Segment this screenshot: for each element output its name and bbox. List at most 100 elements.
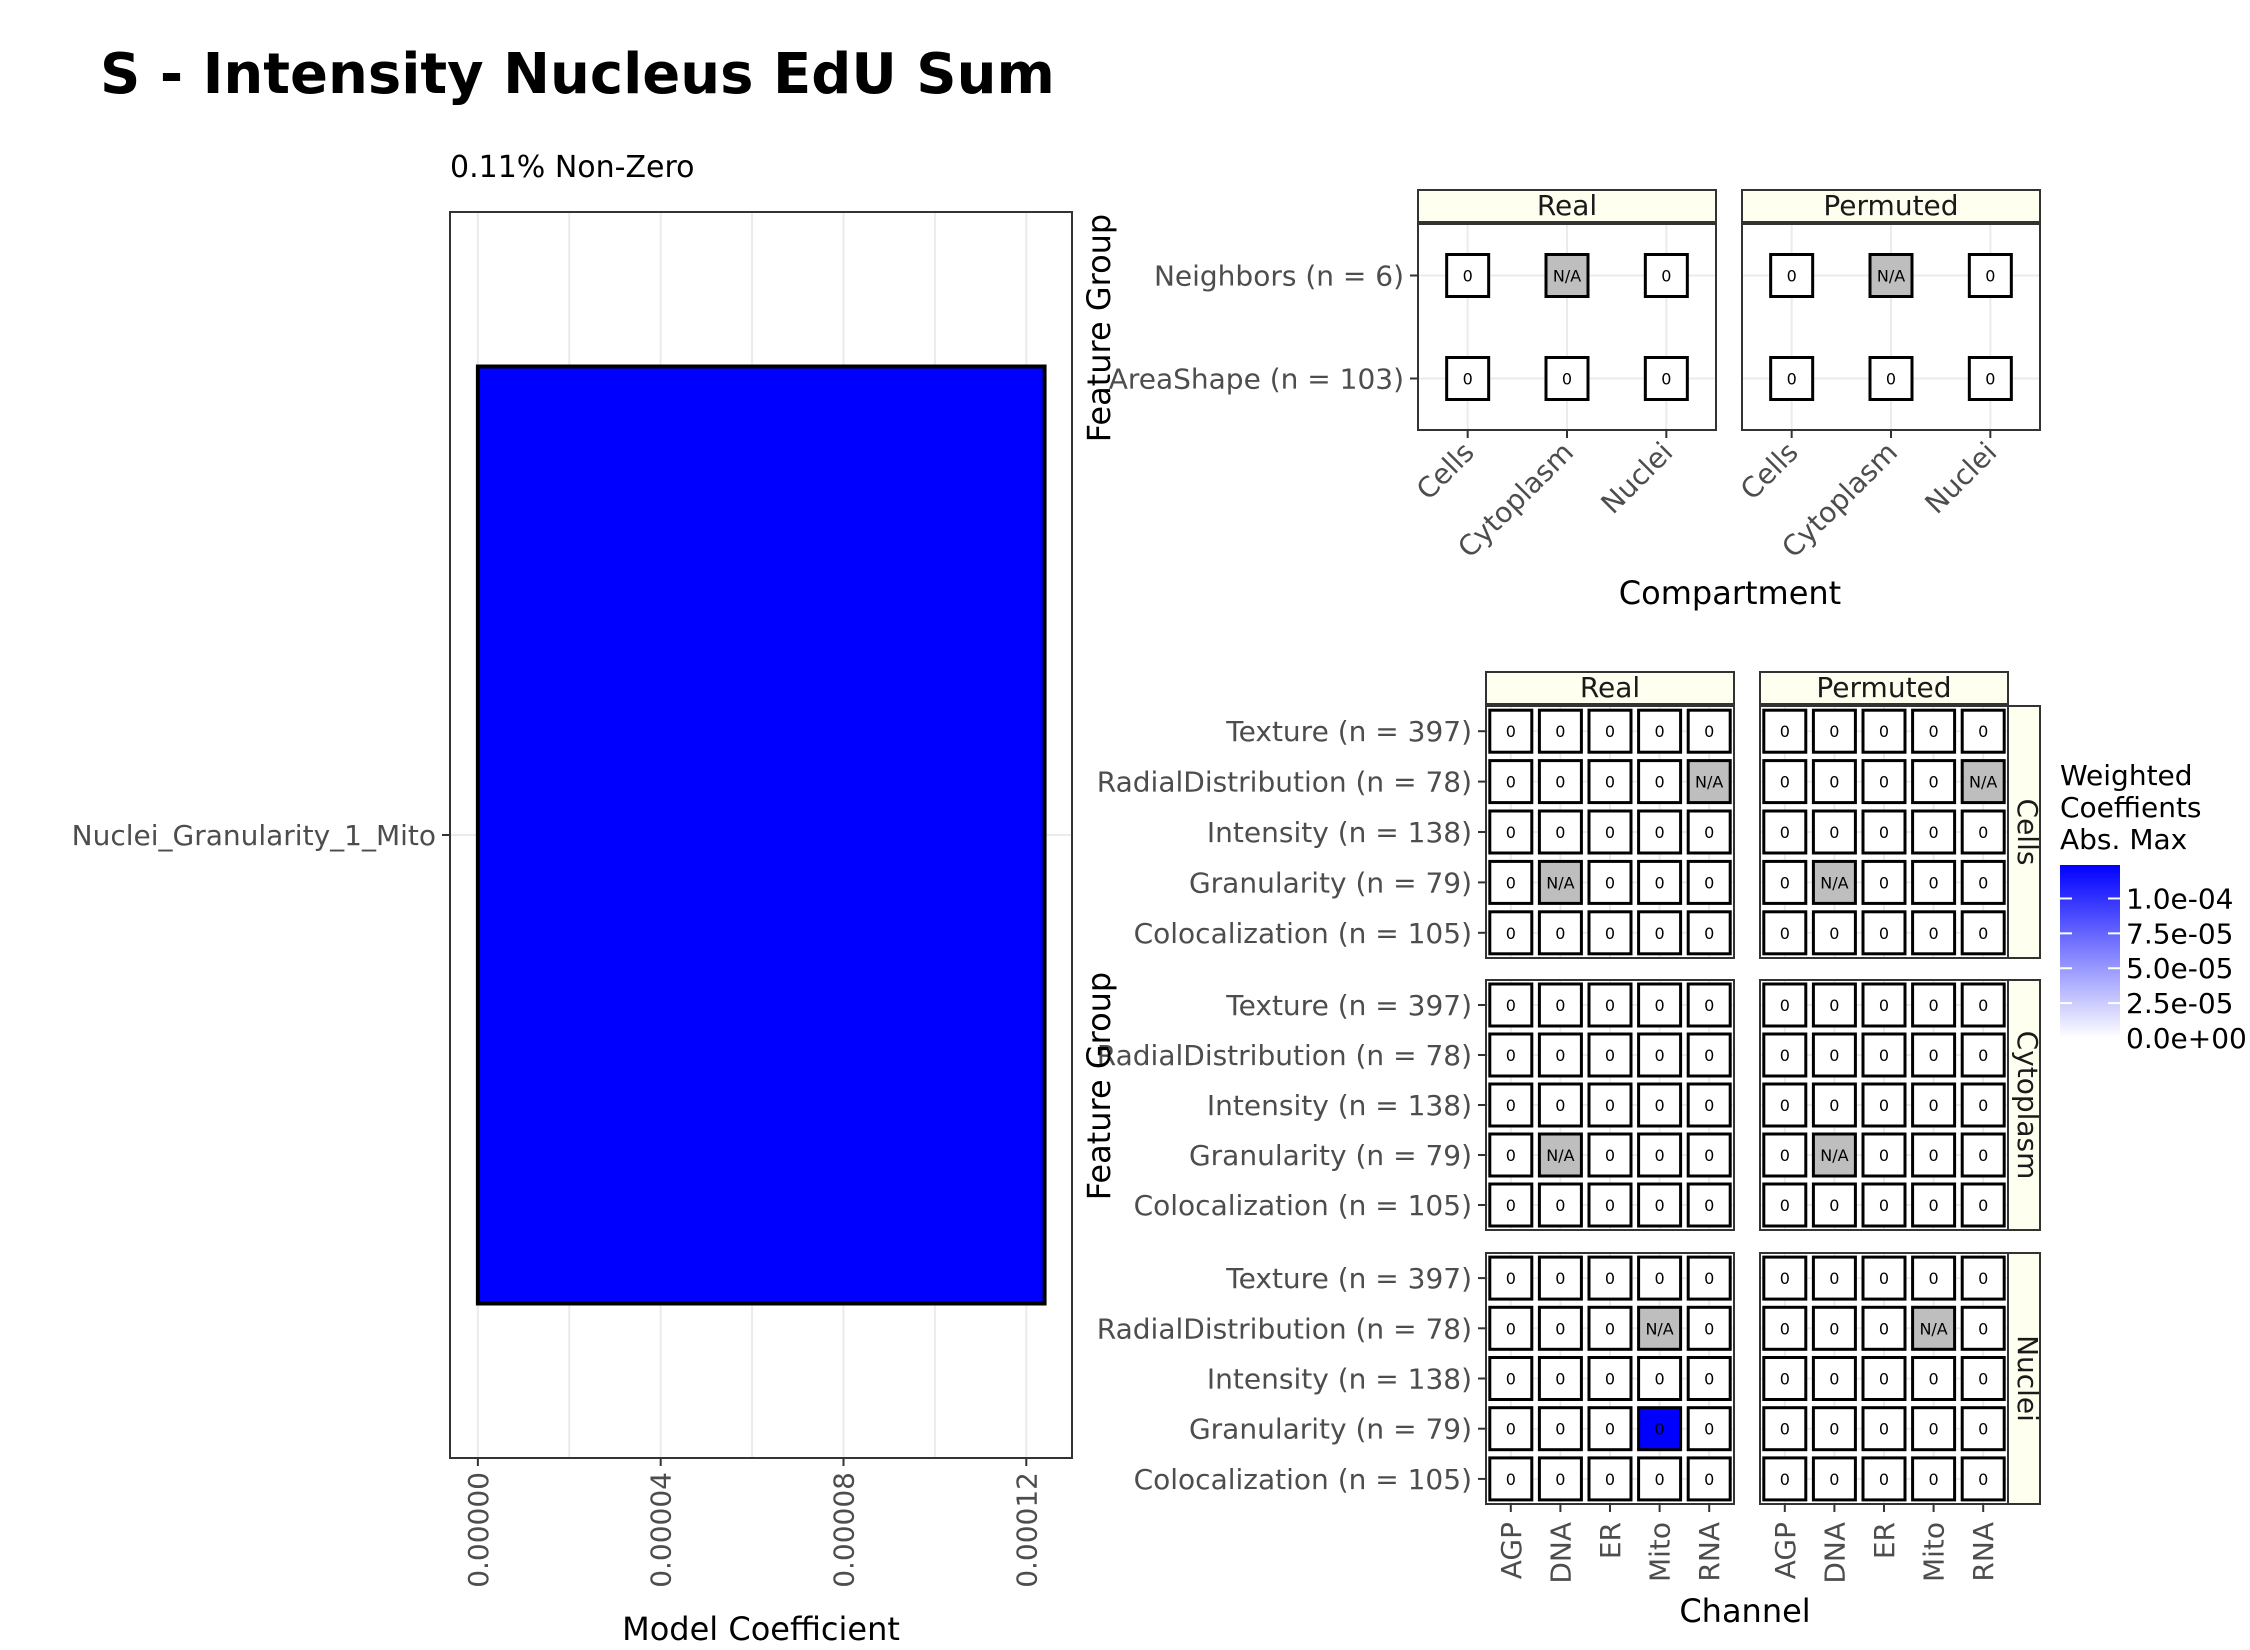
heatmap-tile [1960,1082,2006,1128]
heatmap-tile [1537,982,1583,1028]
tile-label: 0 [1829,1420,1839,1439]
heatmap-tile [1686,1032,1732,1078]
heatmap-tile [1911,809,1957,855]
tile-label: 0 [1829,1196,1839,1215]
tile-label: 0 [1704,1420,1714,1439]
legend-title-line: Abs. Max [2060,823,2187,856]
tile-label: 0 [1879,1146,1889,1165]
tile-label: 0 [1506,1096,1516,1115]
tile-label: 0 [1704,1196,1714,1215]
heatmap-tile [1537,708,1583,754]
heatmap-tile [1637,1255,1683,1301]
tile-label: 0 [1829,1269,1839,1288]
heatmap-tile [1686,708,1732,754]
facet-strip [1741,189,2041,223]
tile-label: 0 [1780,1146,1790,1165]
heatmap-tile [1488,910,1534,956]
heatmap-tile [1488,1456,1534,1502]
x-tick-label: DNA [1818,1522,1851,1584]
heatmap-tile [1445,356,1491,401]
tile-label: 0 [1605,1196,1615,1215]
heatmap-tile [1637,708,1683,754]
tile-label: 0 [1555,1420,1565,1439]
heatmap-tile [1769,356,1815,401]
tile-label: 0 [1704,1370,1714,1389]
heatmap-tile [1587,759,1633,805]
tile-label: 0 [1879,1196,1889,1215]
tile-label: 0 [1506,996,1516,1015]
tile-label: 0 [1704,1146,1714,1165]
tile-label: 0 [1655,996,1665,1015]
heatmap-tile [1488,1182,1534,1228]
heatmap-tile [1587,1456,1633,1502]
heatmap-tile [1537,809,1583,855]
facet-strip-label: Nuclei [2011,1335,2044,1422]
tile-label: 0 [1704,823,1714,842]
heatmap-tile [1811,1456,1857,1502]
tile-label: 0 [1555,1319,1565,1338]
heatmap-tile [1637,1305,1683,1351]
tile-label: 0 [1829,1046,1839,1065]
tile-label: 0 [1879,823,1889,842]
tile-label: 0 [1605,1096,1615,1115]
tile-label: 0 [1879,722,1889,741]
y-tick-label: RadialDistribution (n = 78) [1097,1039,1472,1072]
heatmap-tile [1686,1356,1732,1401]
tile-label: 0 [1506,1420,1516,1439]
heatmap-tile [1811,1255,1857,1301]
tile-label: 0 [1780,1269,1790,1288]
heatmap-tile [1960,809,2006,855]
y-axis-title: Feature Group [1080,214,1118,443]
tile-label: 0 [1929,1269,1939,1288]
tile-label: 0 [1605,823,1615,842]
legend-tick-label: 2.5e-05 [2126,987,2234,1020]
heatmap-tile [1488,1082,1534,1128]
heatmap-tile [1488,1032,1534,1078]
heatmap-tile [1537,1305,1583,1351]
heatmap-tile [1488,1406,1534,1452]
bar-subtitle: 0.11% Non-Zero [450,150,695,185]
facet-strip-label: Real [1537,189,1597,222]
y-tick-label: Granularity (n = 79) [1189,1413,1472,1446]
x-tick-label: ER [1868,1522,1901,1559]
y-tick-label: RadialDistribution (n = 78) [1097,1312,1472,1345]
x-axis-title: Channel [1679,1592,1810,1630]
heatmap-tile [1960,1032,2006,1078]
tile-label: 0 [1655,1196,1665,1215]
tile-label: 0 [1605,1420,1615,1439]
heatmap-tile [1637,1182,1683,1228]
heatmap-tile [1537,1255,1583,1301]
heatmap-tile [1960,1406,2006,1452]
heatmap-tile [1637,1132,1683,1178]
heatmap-tile [1811,859,1857,905]
facet-strip-label: Cytoplasm [2011,1031,2044,1180]
tile-label: 0 [1655,1096,1665,1115]
heatmap-tile [1537,859,1583,905]
heatmap-tile [1537,1182,1583,1228]
heatmap-tile [1537,759,1583,805]
heatmap-tile [1811,982,1857,1028]
tile-label: 0 [1978,1269,1988,1288]
heatmap-tile [1587,910,1633,956]
tile-label: 0 [1787,267,1797,286]
tile-label: 0 [1655,1146,1665,1165]
heatmap-tile [1911,759,1957,805]
x-tick-label: RNA [1693,1522,1726,1582]
tile-label: 0 [1879,996,1889,1015]
tile-label: 0 [1929,1096,1939,1115]
facet-strip [2007,1252,2041,1505]
tile-label: 0 [1829,722,1839,741]
tile-label: 0 [1605,1146,1615,1165]
tile-label: 0 [1879,1319,1889,1338]
heatmap-tile [1911,1082,1957,1128]
heatmap-tile [1861,1456,1907,1502]
heatmap-tile [1762,708,1808,754]
x-tick-label: AGP [1495,1522,1528,1579]
tile-label: 0 [1605,1370,1615,1389]
heatmap-tile [1762,1132,1808,1178]
tile-label: 0 [1506,873,1516,892]
heatmap-tile [1911,910,1957,956]
tile-label: 0 [1655,924,1665,943]
tile-label: 0 [1780,722,1790,741]
tile-label: 0 [1605,1046,1615,1065]
